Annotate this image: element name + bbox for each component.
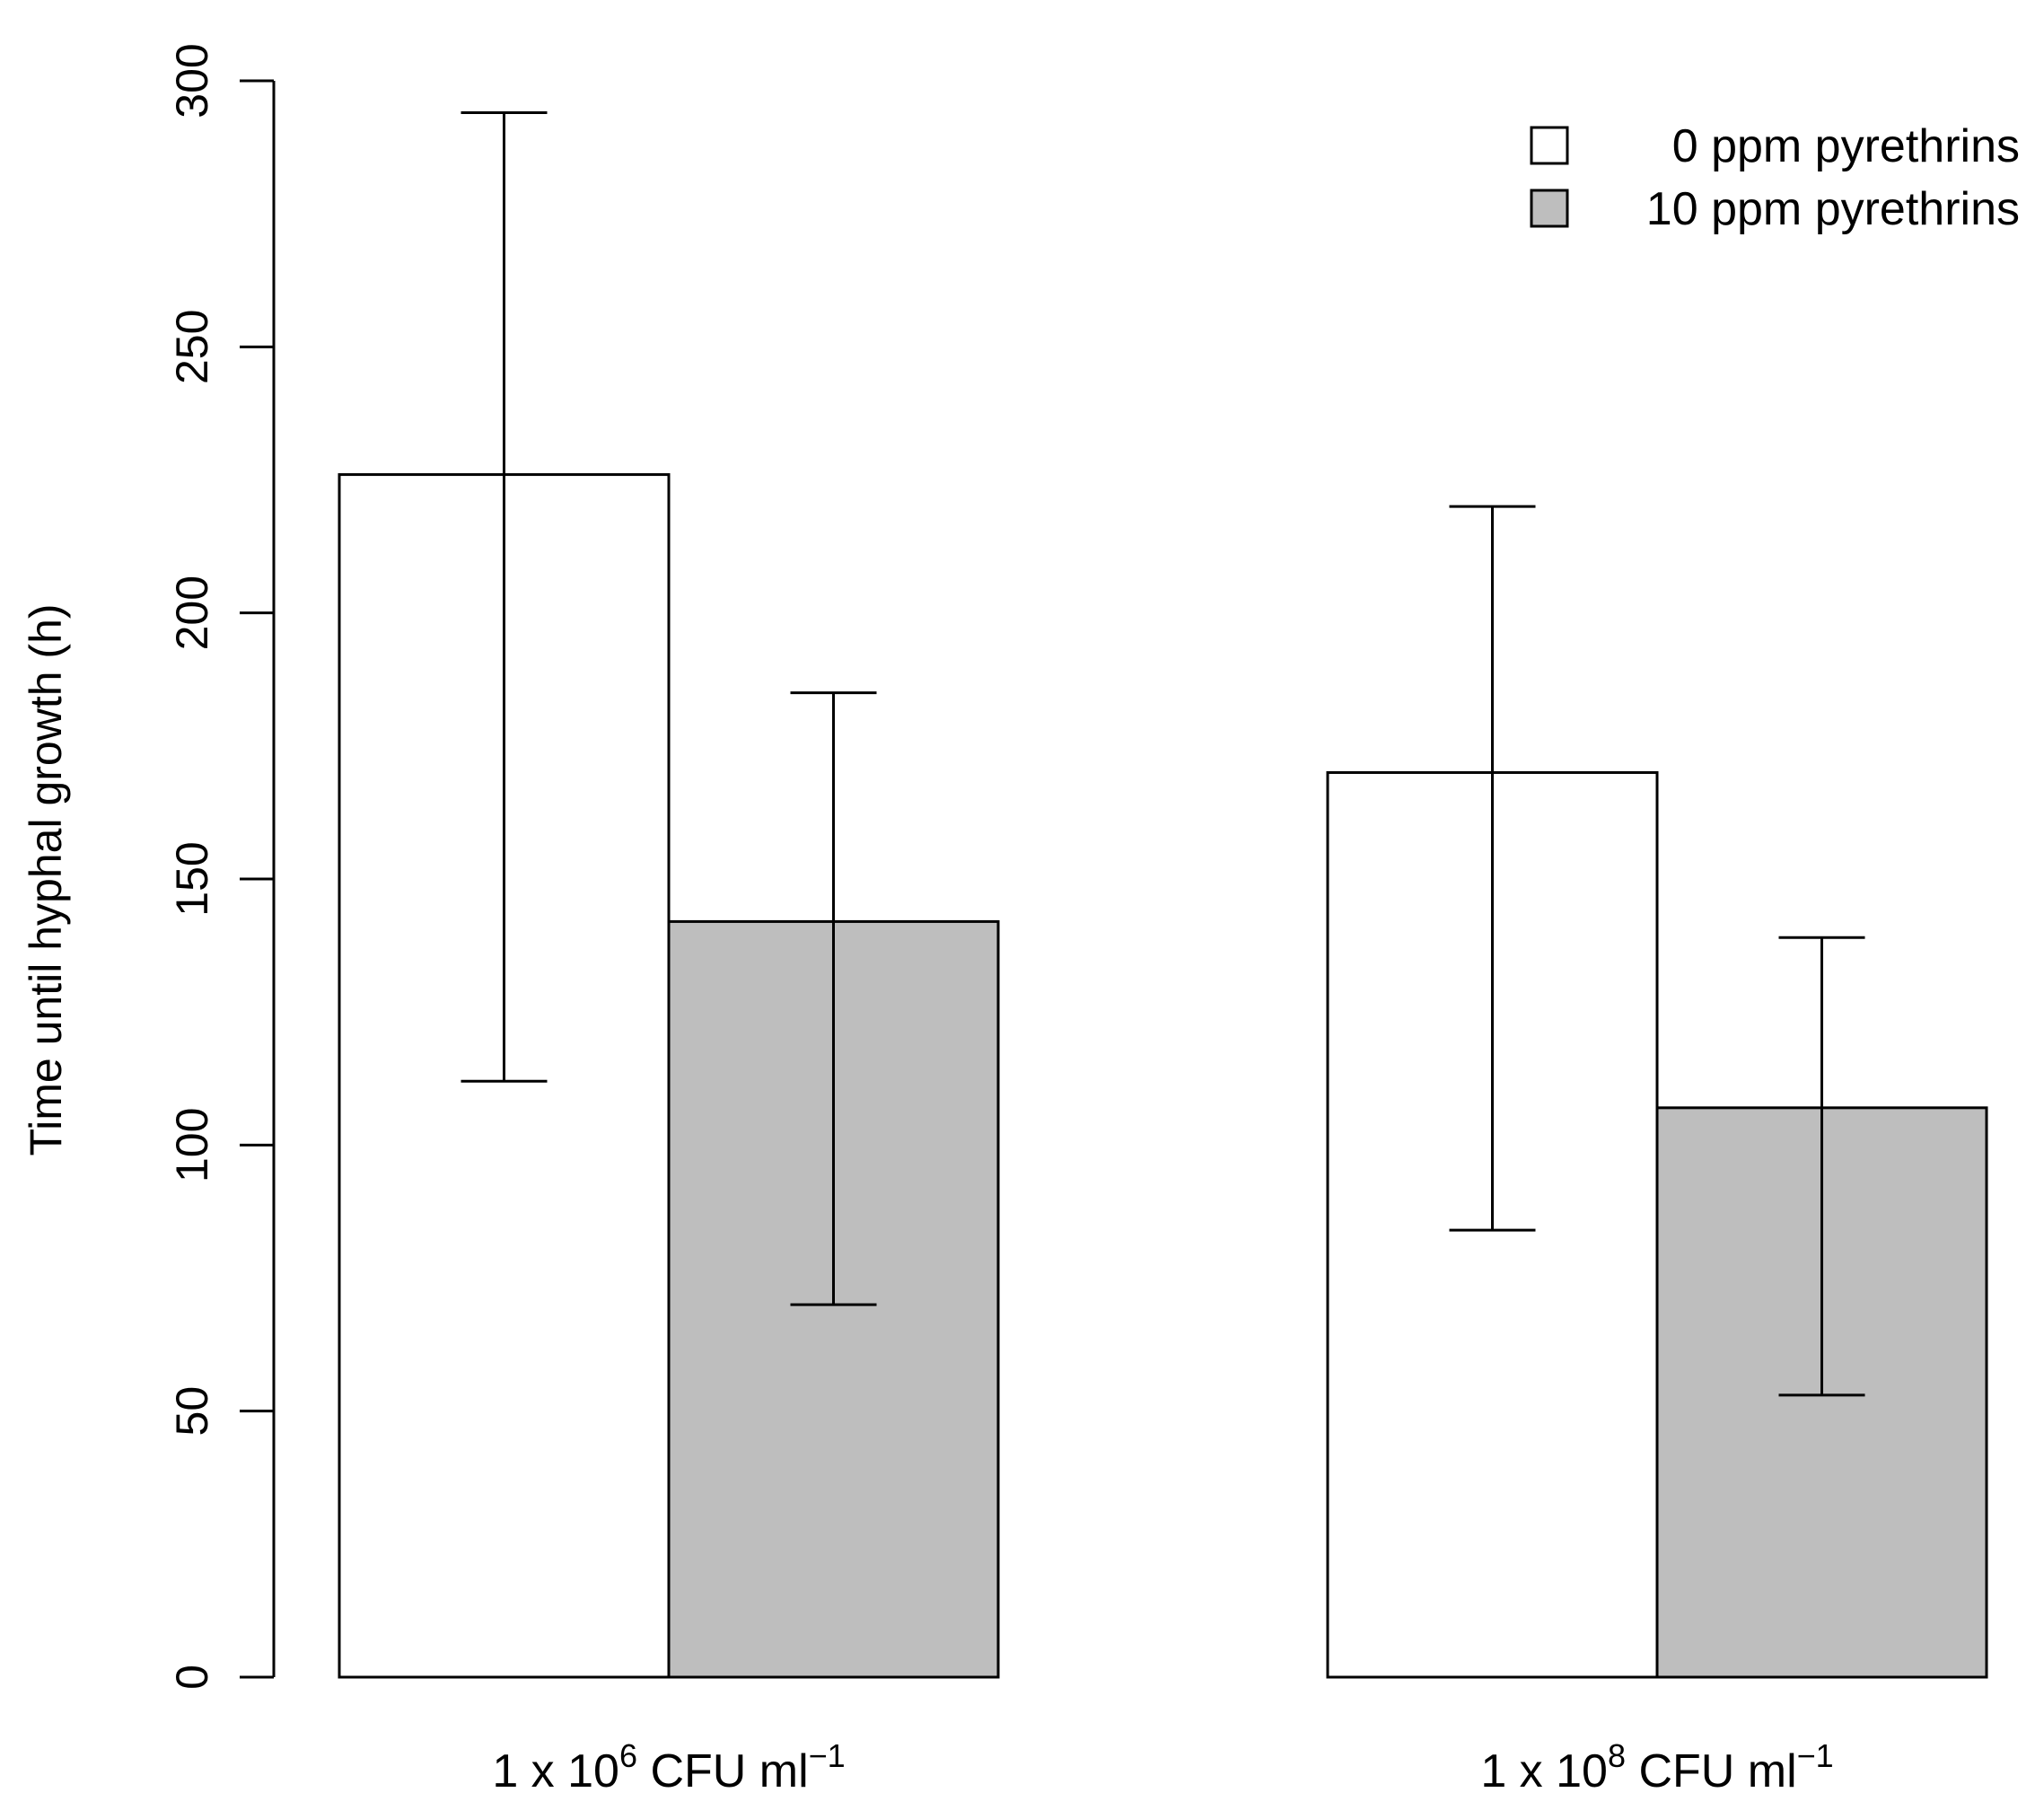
x-tick-label: 1 x 108 CFU ml−1 bbox=[1480, 1737, 1833, 1797]
legend-label: 0 ppm pyrethrins bbox=[1672, 120, 2020, 172]
y-tick-label: 150 bbox=[167, 841, 217, 916]
x-tick-label: 1 x 106 CFU ml−1 bbox=[492, 1737, 845, 1797]
y-tick-label: 300 bbox=[167, 43, 217, 118]
legend-swatch bbox=[1530, 189, 1569, 228]
error-bars bbox=[461, 111, 1865, 1397]
y-tick-label: 50 bbox=[167, 1386, 217, 1437]
x-axis-labels: 1 x 106 CFU ml−1 1 x 108 CFU ml−1 bbox=[492, 1737, 1833, 1797]
y-axis-label: Time until hyphal growth (h) bbox=[21, 603, 71, 1156]
bars bbox=[338, 473, 1988, 1679]
y-tick-label: 100 bbox=[167, 1108, 217, 1182]
y-axis: 0 50 100 150 200 250 300 bbox=[167, 43, 276, 1690]
y-tick-label: 0 bbox=[167, 1665, 217, 1690]
legend-swatch bbox=[1530, 126, 1569, 165]
legend: 0 ppm pyrethrins 10 ppm pyrethrins bbox=[1530, 120, 2020, 235]
y-tick-label: 200 bbox=[167, 576, 217, 650]
y-tick-label: 250 bbox=[167, 310, 217, 384]
legend-label: 10 ppm pyrethrins bbox=[1646, 183, 2020, 235]
